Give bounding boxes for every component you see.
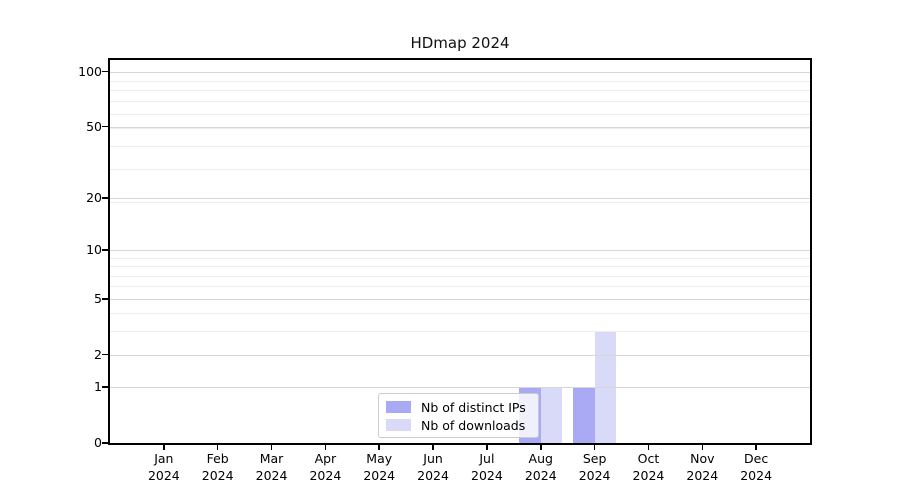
x-tick-label: Feb 2024 — [201, 451, 234, 483]
bar-sep-ips — [573, 387, 595, 443]
x-tick-mark — [486, 445, 488, 450]
major-gridline — [110, 71, 810, 73]
minor-gridline — [110, 113, 810, 115]
y-tick-mark — [102, 298, 108, 300]
major-gridline — [110, 298, 810, 300]
y-tick-label: 1 — [94, 379, 102, 395]
minor-gridline — [110, 146, 810, 148]
x-tick-mark — [270, 445, 273, 450]
legend-entry-distinct-ips: Nb of distinct IPs — [386, 399, 531, 415]
y-tick-mark — [102, 386, 108, 388]
legend-label-downloads: Nb of downloads — [421, 417, 526, 433]
minor-gridline — [110, 257, 810, 259]
bar-sep-downloads — [594, 331, 617, 443]
plot-area — [110, 60, 810, 443]
y-tick-label: 50 — [86, 118, 102, 134]
y-tick-label: 0 — [94, 435, 102, 450]
major-gridline — [110, 250, 810, 252]
x-tick-mark — [216, 445, 219, 450]
minor-gridline — [110, 201, 810, 203]
minor-gridline — [110, 275, 810, 277]
x-tick-mark — [701, 445, 704, 450]
minor-gridline — [110, 266, 810, 268]
y-tick-mark — [102, 70, 108, 73]
y-tick-mark — [102, 249, 108, 251]
x-tick-label: Nov 2024 — [686, 451, 719, 483]
minor-gridline — [110, 128, 810, 130]
major-gridline — [110, 126, 810, 128]
x-tick-mark — [647, 445, 650, 450]
x-tick-mark — [432, 445, 434, 450]
legend-swatch-distinct-ips — [386, 401, 411, 413]
minor-gridline — [110, 80, 810, 82]
y-tick-mark — [102, 197, 108, 199]
legend: Nb of distinct IPs Nb of downloads — [378, 393, 539, 438]
x-tick-mark — [378, 445, 380, 450]
major-gridline — [110, 198, 810, 199]
x-tick-label: Apr 2024 — [309, 451, 342, 483]
y-tick-label: 100 — [78, 63, 102, 79]
minor-gridline — [110, 331, 810, 333]
x-tick-label: Oct 2024 — [632, 451, 665, 483]
minor-gridline — [110, 90, 810, 92]
minor-gridline — [110, 101, 810, 103]
minor-gridline — [110, 313, 810, 315]
x-tick-label: Jun 2024 — [417, 451, 449, 483]
y-tick-mark — [102, 353, 108, 356]
major-gridline — [110, 387, 810, 389]
bar-aug-downloads — [540, 387, 563, 443]
y-tick-label: 10 — [86, 242, 102, 258]
x-tick-label: May 2024 — [363, 451, 396, 483]
x-tick-label: Sep 2024 — [578, 451, 611, 483]
x-tick-label: Jan 2024 — [147, 451, 180, 483]
y-tick-label: 5 — [94, 290, 102, 306]
x-tick-mark — [540, 445, 542, 450]
x-tick-label: Aug 2024 — [524, 451, 557, 483]
legend-label-distinct-ips: Nb of distinct IPs — [421, 399, 526, 415]
x-tick-label: Jul 2024 — [471, 451, 503, 483]
minor-gridline — [110, 169, 810, 171]
y-tick-label: 20 — [86, 190, 102, 205]
minor-gridline — [110, 286, 810, 288]
x-tick-label: Dec 2024 — [740, 451, 773, 483]
y-tick-mark — [102, 442, 108, 444]
legend-entry-downloads: Nb of downloads — [386, 417, 531, 433]
x-tick-mark — [163, 445, 165, 450]
x-tick-mark — [755, 445, 757, 450]
x-tick-mark — [324, 445, 327, 450]
major-gridline — [110, 354, 810, 356]
chart-title: HDmap 2024 — [410, 34, 510, 52]
y-tick-mark — [102, 125, 108, 128]
y-tick-label: 2 — [94, 346, 102, 362]
legend-swatch-downloads — [386, 419, 411, 431]
x-tick-label: Mar 2024 — [255, 451, 288, 483]
x-tick-mark — [593, 445, 596, 450]
